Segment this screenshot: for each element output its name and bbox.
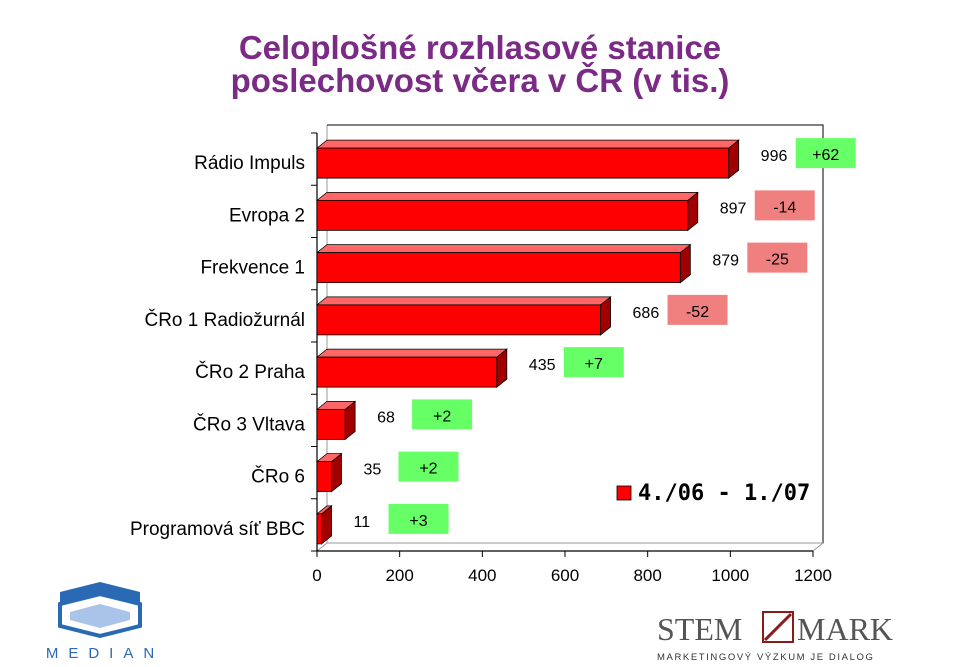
- category-label: ČRo 2 Praha: [195, 361, 305, 383]
- median-logo-text: MEDIAN: [46, 645, 164, 662]
- x-tick-label: 0: [312, 566, 321, 585]
- chart-title-line1: Celoplošné rozhlasové stanice: [238, 29, 722, 66]
- x-tick-label: 400: [468, 566, 496, 585]
- change-label: +3: [409, 513, 427, 530]
- x-tick-label: 1200: [794, 566, 832, 585]
- bar-top: [315, 244, 692, 254]
- value-label: 68: [377, 409, 395, 426]
- stem-tagline: MARKETINGOVÝ VÝZKUM JE DIALOG: [657, 652, 874, 663]
- bar-chart: 0 200 400 600 800 1000 1200 Rádio Impuls 996 +62 E…: [130, 124, 856, 585]
- change-box: [563, 347, 624, 378]
- stem-mark-logo: STEM MARK MARKETINGOVÝ VÝZKUM JE DIALOG: [657, 611, 893, 663]
- value-label: 35: [363, 462, 381, 479]
- bar: [316, 461, 332, 493]
- change-label: +7: [585, 356, 603, 373]
- change-box: [388, 503, 449, 534]
- mark-logo-text: MARK: [797, 611, 893, 647]
- bar-top: [315, 139, 740, 149]
- value-label: 897: [720, 200, 747, 217]
- bar-top: [315, 296, 612, 306]
- change-label: -52: [686, 304, 709, 321]
- x-tick-label: 1000: [711, 566, 749, 585]
- bar: [316, 356, 498, 388]
- value-label: 996: [761, 148, 788, 165]
- bar: [316, 147, 730, 179]
- median-logo: MEDIAN: [46, 582, 164, 662]
- bar: [316, 252, 681, 284]
- legend: 4./06 - 1./07: [616, 481, 810, 506]
- value-label: 435: [529, 357, 556, 374]
- value-label: 879: [712, 253, 739, 270]
- category-label: Evropa 2: [229, 205, 305, 226]
- change-label: +2: [433, 408, 451, 425]
- bar-top: [315, 348, 508, 358]
- bar: [316, 408, 346, 440]
- x-tick-label: 600: [551, 566, 579, 585]
- change-box: [795, 138, 856, 169]
- change-label: -25: [766, 252, 789, 269]
- stem-logo-text: STEM: [657, 611, 742, 647]
- chart-title-line2: poslechovost včera v ČR (v tis.): [230, 62, 730, 99]
- legend-swatch: [616, 485, 632, 501]
- category-label: ČRo 6: [251, 466, 305, 488]
- change-label: +2: [419, 461, 437, 478]
- change-label: +62: [812, 147, 839, 164]
- x-tick-label: 200: [385, 566, 413, 585]
- change-label: -14: [773, 199, 796, 216]
- change-box: [667, 294, 728, 325]
- value-label: 686: [633, 305, 660, 322]
- category-label: ČRo 1 Radiožurnál: [144, 309, 305, 331]
- change-box: [412, 399, 473, 430]
- bar: [316, 304, 601, 336]
- stem-logo-slash-icon: [762, 611, 794, 643]
- bar: [316, 513, 322, 545]
- bar: [316, 199, 689, 231]
- category-label: Rádio Impuls: [194, 153, 305, 174]
- change-box: [747, 242, 808, 273]
- x-tick-label: 800: [633, 566, 661, 585]
- legend-label: 4./06 - 1./07: [638, 481, 810, 506]
- value-label: 11: [354, 514, 371, 531]
- category-label: ČRo 3 Vltava: [193, 413, 305, 435]
- bar-top: [315, 191, 699, 201]
- change-box: [754, 190, 815, 221]
- median-logo-mark: [58, 582, 142, 639]
- category-label: Programová síť BBC: [130, 519, 305, 540]
- change-box: [398, 451, 459, 482]
- plot-floor-right: [812, 542, 824, 552]
- category-label: Frekvence 1: [200, 258, 305, 279]
